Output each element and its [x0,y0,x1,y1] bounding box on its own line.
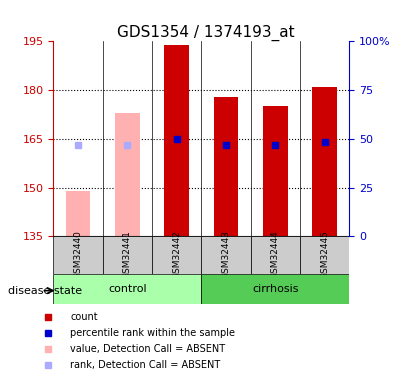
FancyBboxPatch shape [103,236,152,274]
FancyBboxPatch shape [201,274,349,304]
FancyBboxPatch shape [152,236,201,274]
Text: GSM32440: GSM32440 [74,231,83,279]
Bar [263,106,288,236]
Text: control: control [108,284,147,294]
Bar [312,87,337,236]
Text: GDS1354 / 1374193_at: GDS1354 / 1374193_at [117,24,294,40]
Bar [115,113,140,236]
Text: count: count [70,312,98,322]
Text: GSM32442: GSM32442 [172,231,181,279]
Text: cirrhosis: cirrhosis [252,284,299,294]
Text: disease state: disease state [8,286,82,296]
Text: GSM32443: GSM32443 [222,231,231,279]
FancyBboxPatch shape [53,236,103,274]
Text: value, Detection Call = ABSENT: value, Detection Call = ABSENT [70,344,225,354]
Bar [66,191,90,236]
FancyBboxPatch shape [201,236,251,274]
Bar [214,96,238,236]
Bar [164,45,189,236]
Text: GSM32445: GSM32445 [320,231,329,279]
Text: GSM32441: GSM32441 [123,231,132,279]
Text: rank, Detection Call = ABSENT: rank, Detection Call = ABSENT [70,360,220,370]
Text: percentile rank within the sample: percentile rank within the sample [70,328,235,338]
Text: GSM32444: GSM32444 [271,231,280,279]
FancyBboxPatch shape [53,274,201,304]
FancyBboxPatch shape [300,236,349,274]
FancyBboxPatch shape [251,236,300,274]
